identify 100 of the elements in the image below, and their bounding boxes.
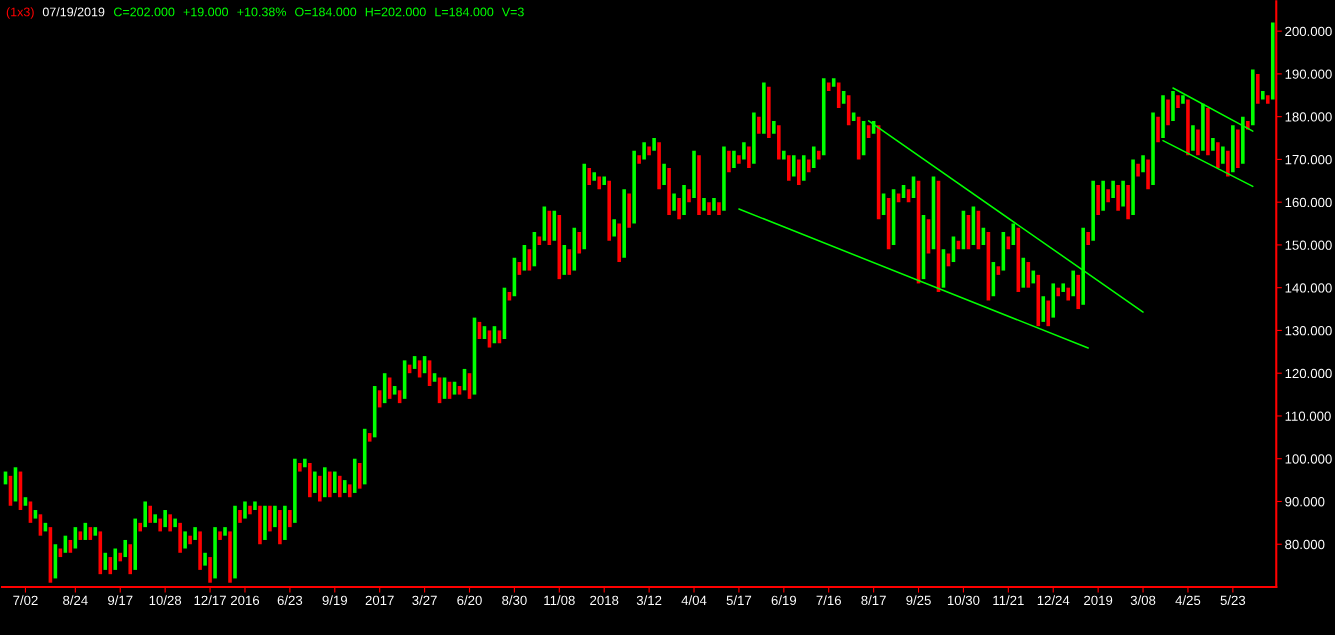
x-tick-label: 10/28 [149, 595, 182, 606]
bar [811, 146, 816, 168]
bar [1111, 180, 1115, 198]
bar [183, 531, 187, 549]
bar [148, 505, 152, 523]
bar [1151, 112, 1155, 186]
bar [1136, 163, 1140, 177]
bar [1071, 270, 1075, 297]
bar [1046, 300, 1051, 327]
bar [213, 527, 217, 579]
bar [657, 142, 661, 190]
x-tick-label: 9/17 [108, 595, 133, 606]
bar [792, 155, 796, 177]
bar [1226, 150, 1230, 177]
bar [1211, 138, 1215, 151]
x-tick-label: 10/30 [947, 595, 980, 606]
bar [777, 125, 781, 160]
x-tick-label: 6/23 [277, 595, 303, 606]
bar [1086, 232, 1090, 245]
bar [1176, 95, 1180, 109]
bar [597, 176, 602, 190]
bar [612, 219, 616, 237]
bar [128, 544, 133, 575]
bar [1061, 283, 1066, 292]
bar [1031, 270, 1036, 284]
bar [1166, 99, 1170, 126]
bar [1101, 180, 1105, 211]
bar [572, 227, 577, 271]
bar [1206, 108, 1210, 156]
bar [682, 185, 686, 215]
bar [298, 463, 302, 472]
x-tick-label: 9/19 [322, 595, 347, 606]
x-tick-label: 6/19 [771, 595, 797, 606]
bar [1216, 142, 1220, 168]
x-tick-label: 12/17 [194, 595, 226, 606]
bar [752, 112, 756, 164]
y-tick-label: 80.000 [1285, 539, 1325, 550]
bar [1181, 95, 1185, 104]
x-tick-label: 8/24 [63, 595, 88, 606]
bar [1141, 155, 1145, 173]
bar [742, 142, 746, 160]
bar [767, 86, 771, 139]
bar [1231, 125, 1235, 173]
x-tick-label: 2017 [365, 595, 394, 606]
y-tick-label: 160.000 [1285, 197, 1332, 208]
bar [1091, 180, 1095, 241]
bar [826, 82, 831, 91]
bar [158, 518, 162, 532]
bar [357, 463, 362, 489]
bar [273, 505, 277, 528]
bar [313, 471, 317, 493]
bar [188, 535, 192, 545]
bar [1056, 287, 1061, 297]
bar [268, 505, 272, 532]
annotation: +19.000 [183, 7, 229, 17]
bar [113, 548, 118, 570]
bar [198, 531, 202, 570]
annotation: O=184.000 [295, 7, 357, 17]
bar [118, 552, 123, 562]
bar [1236, 129, 1240, 168]
y-tick-label: 180.000 [1285, 112, 1332, 122]
x-tick-label: 11/08 [544, 595, 575, 606]
chart-title: (1x3) [6, 7, 34, 19]
bar [717, 202, 721, 215]
x-tick-label: 6/20 [457, 595, 482, 606]
x-tick-label: 2016 [230, 595, 260, 606]
x-tick-label: 5/23 [1220, 595, 1246, 606]
bar [367, 433, 372, 442]
bar [138, 522, 142, 532]
bar [567, 249, 572, 275]
bar [1106, 189, 1110, 203]
y-tick-label: 90.000 [1285, 497, 1325, 507]
bar [123, 539, 128, 558]
bar [587, 167, 592, 186]
bar [1270, 22, 1275, 100]
bar [208, 557, 212, 583]
bar [347, 484, 352, 498]
bar [1265, 95, 1270, 104]
x-tick-label: 8/30 [502, 595, 527, 606]
bar [263, 505, 267, 540]
bar [103, 552, 108, 570]
bar [223, 527, 227, 536]
bar [607, 180, 611, 241]
y-tick-label: 140.000 [1285, 283, 1332, 293]
bar [233, 505, 237, 579]
bar [98, 531, 103, 575]
bar [288, 510, 292, 528]
bar [692, 150, 696, 198]
bar [1221, 146, 1225, 164]
x-tick-label: 4/25 [1175, 595, 1201, 606]
bar [218, 531, 222, 540]
x-tick-label: 8/17 [861, 595, 886, 606]
bar [627, 193, 631, 228]
bar [831, 78, 836, 87]
bar [806, 159, 811, 173]
x-tick-label: 3/12 [636, 595, 662, 606]
bar [332, 471, 337, 493]
bar [707, 202, 711, 215]
bar [1191, 125, 1195, 151]
bar [1156, 116, 1160, 143]
